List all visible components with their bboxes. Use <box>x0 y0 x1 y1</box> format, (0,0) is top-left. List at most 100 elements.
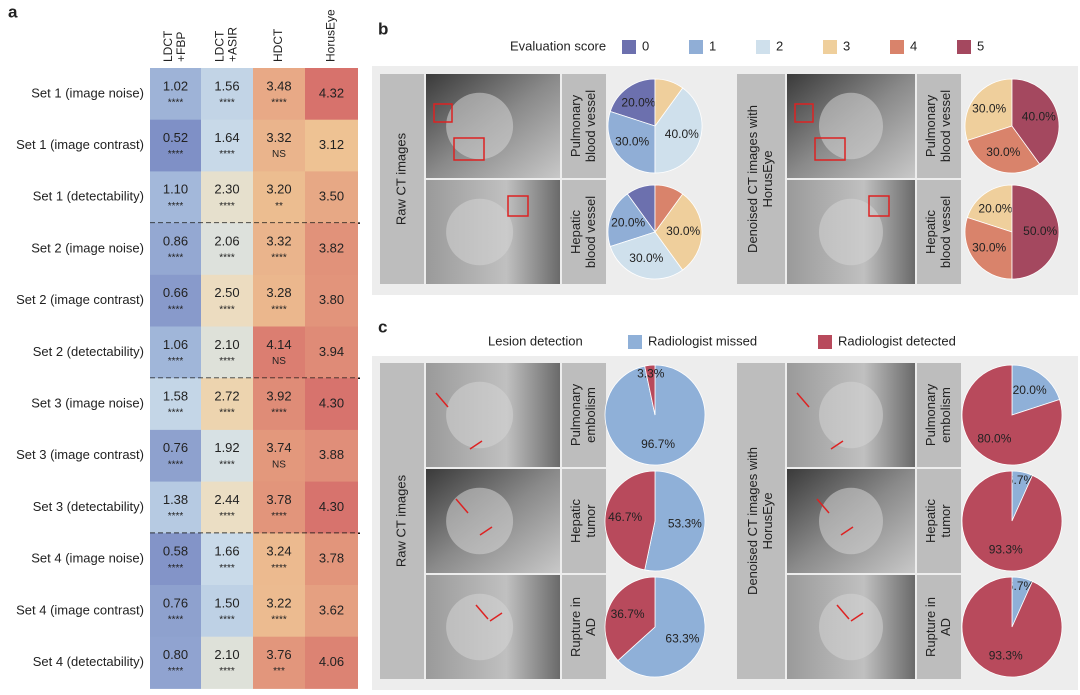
pie-label: 6.7% <box>1007 473 1035 487</box>
panel-label: c <box>378 317 387 336</box>
heatmap-cell <box>150 378 201 431</box>
cell-value: 1.10 <box>163 182 188 197</box>
cell-value: 3.28 <box>266 285 291 300</box>
pie-slice <box>961 470 1063 572</box>
heatmap-cell <box>305 378 358 431</box>
arrow <box>455 498 469 514</box>
ct-feature <box>819 92 883 160</box>
cell-value: 1.64 <box>214 130 239 145</box>
pie-slice <box>607 110 656 174</box>
significance: **** <box>271 408 287 419</box>
significance: ** <box>275 201 283 212</box>
pie-label: 20.0% <box>611 215 645 229</box>
row-label: blood vessel <box>583 90 598 162</box>
significance: **** <box>219 304 235 315</box>
row-label: Pulmonary <box>568 94 583 157</box>
group-title: Raw CT images <box>393 474 408 567</box>
row-label: tumor <box>938 504 953 538</box>
pie-label: 6.7% <box>1007 579 1035 593</box>
heatmap-cell <box>253 326 305 379</box>
pie-slice <box>604 470 656 571</box>
pie-slice <box>961 576 1063 678</box>
row-label: Set 3 (detectability) <box>33 499 144 514</box>
legend-swatch <box>823 40 837 54</box>
pie-label: 50.0% <box>1023 224 1057 238</box>
pie-slice <box>654 87 703 174</box>
heatmap-cell <box>201 481 253 534</box>
significance: **** <box>219 97 235 108</box>
group-title: HorusEye <box>760 150 775 207</box>
significance: **** <box>168 408 184 419</box>
arrow <box>469 440 483 450</box>
row-label: Set 4 (detectability) <box>33 654 144 669</box>
significance: **** <box>271 253 287 264</box>
heatmap-cell <box>201 68 253 121</box>
cell-value: 3.32 <box>266 130 291 145</box>
cell-value: 3.74 <box>266 440 291 455</box>
significance: **** <box>271 511 287 522</box>
ct-feature <box>446 381 514 449</box>
significance: **** <box>168 511 184 522</box>
group-strip <box>737 363 785 679</box>
significance: **** <box>219 511 235 522</box>
heatmap-cell <box>253 274 305 327</box>
significance: **** <box>168 201 184 212</box>
row-label: Set 1 (image noise) <box>31 85 144 100</box>
cell-value: 3.32 <box>266 233 291 248</box>
cell-value: 3.82 <box>319 240 344 255</box>
pie-label: 30.0% <box>972 241 1006 255</box>
significance: **** <box>168 666 184 677</box>
group-title: HorusEye <box>760 492 775 549</box>
heatmap-cell <box>201 171 253 224</box>
arrow <box>840 526 854 536</box>
row-label: Pulmonary <box>923 94 938 157</box>
pie-slice <box>966 184 1013 233</box>
pie-label: 80.0% <box>977 431 1011 445</box>
legend-label: Radiologist missed <box>648 333 757 348</box>
roi-box <box>814 137 846 161</box>
row-label: blood vessel <box>583 196 598 268</box>
pie-slice <box>1011 364 1061 416</box>
heatmap-cell <box>150 481 201 534</box>
pie-label: 20.0% <box>1013 383 1047 397</box>
ct-feature <box>819 593 883 661</box>
heatmap-cell <box>253 378 305 431</box>
row-label: Hepatic <box>568 498 583 543</box>
cell-value: 2.44 <box>214 492 239 507</box>
significance: **** <box>219 459 235 470</box>
legend-label: 3 <box>843 38 850 53</box>
row-label-strip <box>917 180 961 284</box>
heatmap-cell <box>150 223 201 276</box>
legend-label: 1 <box>709 38 716 53</box>
row-label: Hepatic <box>568 209 583 254</box>
significance: **** <box>219 356 235 367</box>
significance: **** <box>168 253 184 264</box>
column-header: +FBP <box>174 32 188 62</box>
pie-label: 30.0% <box>972 102 1006 116</box>
row-label-strip <box>562 575 606 679</box>
cell-value: 3.76 <box>266 647 291 662</box>
row-label: Set 2 (detectability) <box>33 344 144 359</box>
cell-value: 3.24 <box>266 544 291 559</box>
column-header: LDCT <box>213 30 227 62</box>
cell-value: 0.76 <box>163 595 188 610</box>
legend-title: Evaluation score <box>510 38 606 53</box>
heatmap-cell <box>305 223 358 276</box>
ct-feature <box>819 381 883 449</box>
legend-label: 0 <box>642 38 649 53</box>
cell-value: 3.62 <box>319 602 344 617</box>
cell-value: 1.92 <box>214 440 239 455</box>
ct-feature <box>819 198 883 266</box>
heatmap-cell <box>150 533 201 586</box>
cell-value: 3.94 <box>319 344 344 359</box>
row-label: AD <box>583 618 598 636</box>
cell-value: 3.12 <box>319 137 344 152</box>
legend-label: Radiologist detected <box>838 333 956 348</box>
pie-label: 30.0% <box>666 224 700 238</box>
heatmap-cell <box>201 429 253 483</box>
cell-value: 3.92 <box>266 388 291 403</box>
pie-slice <box>1011 78 1060 165</box>
column-header: HorusEye <box>324 9 338 62</box>
significance: **** <box>168 563 184 574</box>
pie-slice <box>604 576 656 662</box>
